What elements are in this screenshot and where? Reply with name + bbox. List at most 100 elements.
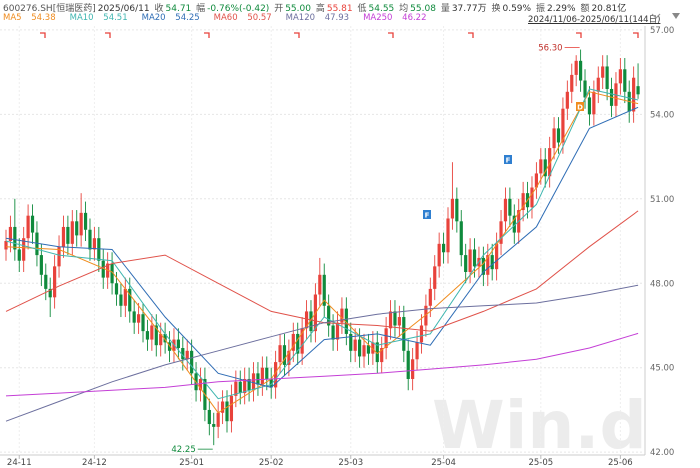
- event-marker[interactable]: D: [576, 102, 584, 112]
- quote-label: 开: [274, 4, 284, 14]
- quote-value: 2025/06/11: [97, 4, 150, 14]
- candle-body: [251, 373, 256, 391]
- y-tick-label: 57.00: [650, 26, 674, 36]
- quote-label: 振: [535, 4, 545, 14]
- legend-entry[interactable]: MA20 54.25: [142, 13, 207, 23]
- legend-name: MA250: [363, 13, 393, 23]
- ma-line: [5, 106, 639, 388]
- ma-line: [5, 88, 639, 400]
- candle-body: [207, 409, 211, 425]
- candle-body: [123, 288, 127, 306]
- y-tick-label: 42.00: [650, 448, 674, 458]
- candle-body: [79, 212, 83, 236]
- candle-body: [70, 221, 74, 244]
- candle-body: [269, 378, 273, 388]
- x-tick-label: 24-11: [7, 458, 32, 468]
- candle-body: [61, 226, 66, 247]
- legend-entry[interactable]: MA5 54.38: [3, 13, 63, 23]
- candle-body: [570, 74, 574, 92]
- legend-entry[interactable]: MA250 46.22: [363, 13, 433, 23]
- quote-label: 额: [580, 4, 590, 14]
- quote-value: 55.00: [285, 4, 311, 14]
- candle-body: [335, 322, 340, 340]
- candle-body: [592, 91, 596, 115]
- quote-value: 2.29%: [546, 4, 576, 14]
- candle-body: [340, 308, 344, 323]
- candle-body: [402, 317, 406, 351]
- candle-body: [92, 238, 96, 250]
- candle-body: [548, 148, 552, 177]
- candle-body: [344, 308, 348, 334]
- candle-body: [521, 193, 525, 211]
- candle-body: [433, 266, 437, 289]
- legend-entry[interactable]: MA60 50.57: [214, 13, 279, 23]
- legend-entry[interactable]: MA10 54.51: [70, 13, 135, 23]
- candle-body: [110, 263, 114, 284]
- candle-body: [561, 108, 565, 143]
- x-tick-label: 24-12: [82, 458, 107, 468]
- candle-body: [128, 288, 132, 312]
- quote-value: 37.77万: [451, 4, 487, 14]
- x-tick-label: 25-05: [528, 458, 553, 468]
- ma-line: [5, 332, 639, 397]
- legend-name: MA120: [285, 13, 316, 23]
- x-tick-label: 25-04: [431, 458, 456, 468]
- candle-body: [304, 311, 309, 329]
- candle-body: [583, 80, 587, 98]
- legend-value: 47.93: [324, 13, 350, 23]
- legend-entry[interactable]: MA120 47.93: [286, 13, 356, 23]
- legend-name: MA20: [141, 13, 166, 23]
- candle-body: [490, 255, 494, 270]
- candle-body: [349, 333, 353, 351]
- legend-value: 54.51: [103, 13, 128, 23]
- x-tick-label: 25-06: [608, 458, 633, 468]
- candle-body: [472, 249, 477, 267]
- candle-body: [366, 345, 371, 354]
- candle-body: [415, 342, 419, 360]
- candle-body: [234, 381, 238, 396]
- quote-label: 高: [315, 4, 325, 14]
- candle-body: [274, 362, 278, 388]
- candle-body: [552, 128, 556, 149]
- quote-value: 55.08: [410, 4, 436, 14]
- event-marker[interactable]: F: [504, 155, 512, 165]
- candle-body: [22, 238, 26, 261]
- candle-body: [66, 226, 70, 244]
- candle-body: [256, 373, 260, 385]
- legend-value: 54.25: [175, 13, 200, 23]
- candle-body: [375, 342, 379, 363]
- candle-body: [446, 218, 450, 253]
- quote-label: 幅: [196, 4, 206, 14]
- candle-body: [137, 314, 141, 323]
- candle-body: [190, 350, 194, 374]
- candle-body: [481, 257, 485, 275]
- candle-body: [30, 215, 35, 233]
- candle-body: [499, 221, 503, 244]
- candle-body: [327, 305, 331, 326]
- candle-body: [88, 229, 92, 250]
- candle-body: [185, 350, 189, 360]
- candle-body: [362, 345, 366, 357]
- candle-body: [48, 288, 52, 298]
- candle-body: [322, 274, 326, 306]
- candle-body: [605, 66, 609, 89]
- candle-body: [26, 215, 30, 239]
- candle-body: [13, 226, 17, 250]
- event-marker[interactable]: F: [423, 210, 431, 220]
- candle-body: [260, 367, 264, 385]
- candle-body: [380, 348, 384, 363]
- event-flags[interactable]: [40, 32, 639, 38]
- candle-body: [596, 77, 600, 92]
- toolbar-icons[interactable]: [651, 13, 680, 19]
- candle-body: [97, 238, 101, 261]
- quote-value: 55.81: [326, 4, 353, 14]
- candle-body: [132, 311, 136, 323]
- candle-body: [331, 325, 335, 340]
- candle-body: [220, 401, 225, 413]
- candle-body: [141, 314, 145, 332]
- watermark: Win.d: [432, 387, 647, 464]
- y-tick-label: 45.00: [650, 364, 674, 374]
- quote-value: 54.71: [165, 4, 192, 14]
- date-range[interactable]: 2024/11/06-2025/06/11(144日): [528, 15, 661, 25]
- candle-body: [455, 198, 459, 222]
